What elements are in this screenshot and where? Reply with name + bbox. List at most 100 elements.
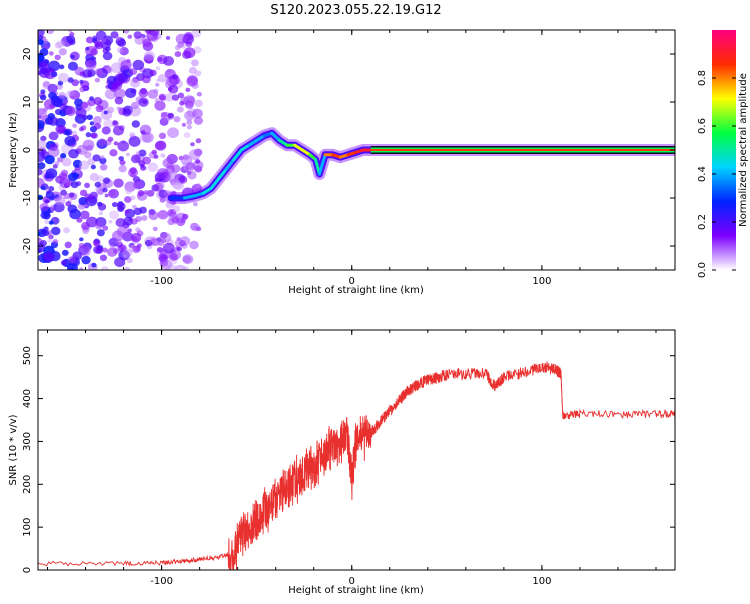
noise-blob (138, 149, 147, 157)
noise-blob (44, 45, 50, 50)
noise-blob (142, 156, 151, 165)
noise-blob (135, 151, 141, 156)
ridge-segment (182, 194, 198, 200)
noise-blob (132, 76, 139, 83)
noise-blob (111, 201, 118, 208)
noise-blob (130, 154, 141, 164)
noise-blob (174, 264, 187, 270)
noise-blob (128, 242, 135, 249)
snr-panel: -100 0 100 0 100 200 300 400 500 Height of strai… (8, 329, 676, 596)
snr-ylabel: SNR (10 * v/v) (8, 414, 19, 485)
noise-blob (142, 75, 151, 84)
spectrogram-xtick-label: 100 (532, 276, 551, 287)
noise-blob (171, 164, 181, 173)
noise-blob (151, 149, 158, 155)
spectrogram-ytick-label: 20 (22, 48, 33, 61)
noise-blob (108, 219, 113, 224)
noise-blob (38, 168, 43, 176)
noise-blob (127, 34, 133, 39)
noise-blob (80, 101, 89, 109)
noise-blob (89, 96, 95, 101)
noise-blob (133, 207, 143, 216)
noise-blob (176, 246, 183, 252)
noise-blob (153, 154, 159, 159)
noise-blob (38, 177, 45, 188)
noise-blob (187, 171, 197, 180)
noise-blob (60, 260, 68, 266)
ridge-segment (217, 167, 228, 181)
noise-blob (131, 120, 140, 128)
noise-blob (102, 225, 109, 231)
noise-blob (125, 152, 130, 157)
noise-blob (130, 218, 138, 225)
noise-blob (79, 127, 84, 132)
noise-blob (157, 74, 167, 83)
colorbar: 0.0 0.2 0.4 0.6 0.8 Normalized spectral ampl… (697, 30, 749, 278)
noise-blob (128, 136, 141, 147)
noise-blob (147, 162, 159, 172)
noise-blob (157, 240, 164, 246)
noise-blob (125, 187, 133, 195)
noise-blob (66, 35, 76, 44)
noise-blob (117, 140, 130, 152)
noise-blob (107, 136, 114, 142)
colorbar-tick-label: 0.4 (697, 166, 708, 182)
noise-blob (179, 236, 191, 246)
noise-blob (81, 222, 90, 230)
noise-blob (129, 132, 136, 138)
spectrogram-xtick-label: 0 (349, 276, 355, 287)
noise-blob (118, 165, 127, 173)
noise-blob (182, 255, 192, 264)
spectrogram-ylabel: Frequency (Hz) (8, 112, 19, 188)
noise-blob (116, 106, 122, 111)
noise-blob (48, 220, 54, 225)
noise-blob (43, 251, 55, 262)
noise-blob (85, 59, 97, 70)
snr-ytick-label: 100 (22, 518, 33, 537)
noise-blob (39, 202, 49, 212)
ridge-segment (270, 131, 281, 142)
noise-blob (56, 40, 65, 48)
noise-blob (55, 124, 66, 134)
snr-xlabel: Height of straight line (km) (288, 585, 424, 596)
noise-blob (190, 142, 195, 147)
snr-ytick-label: 200 (22, 475, 33, 494)
noise-blob (78, 197, 88, 206)
noise-blob (45, 190, 55, 199)
noise-blob (150, 236, 157, 243)
noise-blob (124, 209, 130, 214)
snr-ytick-label: 0 (22, 567, 33, 573)
noise-blob (120, 59, 132, 71)
noise-blob (82, 69, 93, 78)
chart-title: S120.2023.055.22.19.G12 (270, 3, 441, 18)
noise-blob (195, 138, 202, 144)
noise-blob (103, 110, 108, 115)
snr-ytick-label: 300 (22, 432, 33, 451)
noise-blob (57, 156, 64, 163)
noise-blob (67, 61, 78, 71)
noise-blob (89, 121, 95, 126)
snr-ticks: -100 0 100 0 100 200 300 400 500 (22, 330, 675, 587)
noise-blob (122, 254, 128, 259)
noise-blob (79, 189, 88, 197)
noise-blob (130, 172, 136, 178)
noise-blob (154, 178, 159, 183)
noise-blob (183, 95, 196, 106)
noise-blob (193, 46, 202, 54)
noise-blob (103, 119, 114, 128)
noise-blob (110, 62, 123, 74)
noise-blob (158, 132, 167, 140)
noise-blob (181, 122, 187, 127)
noise-blob (75, 169, 81, 174)
noise-blob (64, 129, 71, 136)
noise-blob (72, 159, 82, 168)
noise-blob (113, 141, 119, 146)
noise-blob (38, 231, 41, 236)
snr-ytick-label: 400 (22, 389, 33, 408)
noise-blob (40, 89, 46, 94)
noise-blob (97, 188, 104, 196)
noise-blob (38, 119, 45, 130)
noise-blob (104, 193, 109, 198)
noise-blob (39, 68, 51, 79)
noise-blob (38, 107, 46, 116)
